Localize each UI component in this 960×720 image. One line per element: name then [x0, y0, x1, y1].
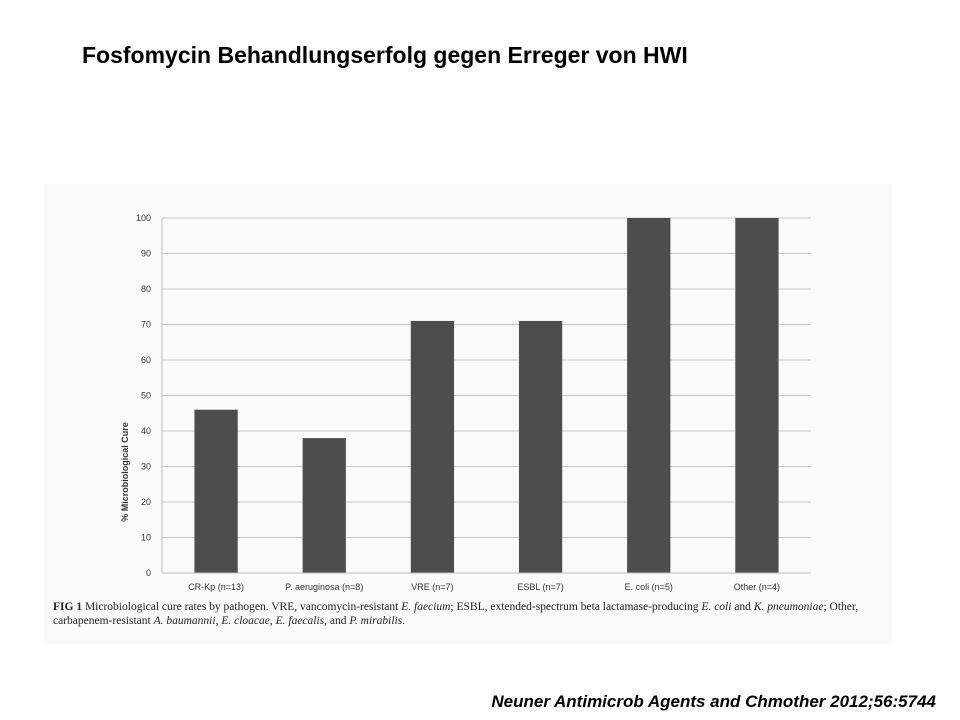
- bar: [735, 218, 779, 573]
- caption-label: FIG 1: [53, 601, 83, 613]
- y-tick-label: 50: [141, 391, 151, 401]
- y-tick-label: 40: [141, 426, 151, 436]
- x-tick-label: VRE (n=7): [411, 582, 453, 592]
- x-tick-label: E. coli (n=5): [625, 582, 673, 592]
- y-tick-label: 10: [141, 533, 151, 543]
- y-axis-label: % Microbiological Cure: [120, 422, 130, 522]
- x-tick-label: ESBL (n=7): [517, 582, 563, 592]
- bar: [627, 218, 671, 573]
- caption-segment: ; Other, carbapenem-resistant: [53, 601, 859, 627]
- caption-segment: Microbiological cure rates by pathogen. …: [82, 601, 402, 613]
- y-tick-label: 80: [141, 284, 151, 294]
- caption-segment: E. faecalis: [275, 615, 325, 627]
- y-tick-label: 60: [141, 355, 151, 365]
- caption-text: Microbiological cure rates by pathogen. …: [53, 601, 858, 627]
- bar: [518, 320, 563, 573]
- figure-panel: 0 10 20 30 40 50 60 70 80 90 100 CR-Kp (n=13) P. aer…: [44, 184, 892, 644]
- y-tick-label: 70: [141, 320, 151, 330]
- caption-segment: , and: [324, 615, 350, 627]
- bar: [302, 438, 346, 573]
- x-tick-label: CR-Kp (n=13): [188, 582, 244, 592]
- y-tick-label: 20: [141, 497, 151, 507]
- caption-segment: K. pneumoniae: [753, 601, 824, 613]
- figure-caption: FIG 1 Microbiological cure rates by path…: [53, 600, 888, 628]
- gridlines: [162, 217, 811, 538]
- bar: [410, 320, 455, 573]
- caption-segment: E. faecium: [401, 601, 451, 613]
- y-tick-label: 100: [136, 213, 151, 223]
- caption-segment: E. cloacae: [221, 615, 270, 627]
- caption-segment: ,: [269, 615, 276, 627]
- x-tick-label: Other (n=4): [734, 582, 780, 592]
- slide-title: Fosfomycin Behandlungserfolg gegen Erreg…: [82, 42, 688, 68]
- y-tick-label: 90: [141, 249, 151, 259]
- axes: [161, 218, 811, 574]
- caption-segment: ; ESBL, extended-spectrum beta lactamase…: [450, 601, 702, 613]
- caption-segment: ,: [215, 615, 222, 627]
- bar: [194, 409, 238, 573]
- caption-segment: P. mirabilis: [349, 615, 403, 627]
- caption-segment: A. baumannii: [153, 615, 216, 627]
- x-tick-label: P. aeruginosa (n=8): [285, 582, 363, 592]
- caption-segment: E. coli: [701, 601, 732, 613]
- caption-segment: and: [731, 601, 754, 613]
- caption-segment: .: [402, 615, 406, 627]
- y-tick-label: 30: [141, 462, 151, 472]
- bar-chart: 0 10 20 30 40 50 60 70 80 90 100 CR-Kp (n=13) P. aer…: [120, 213, 811, 592]
- citation: Neuner Antimicrob Agents and Chmother 20…: [491, 692, 936, 711]
- tick-labels: 0 10 20 30 40 50 60 70 80 90 100 CR-Kp (n=13) P. aer…: [136, 213, 780, 592]
- bars: [194, 218, 779, 573]
- y-tick-label: 0: [146, 568, 151, 578]
